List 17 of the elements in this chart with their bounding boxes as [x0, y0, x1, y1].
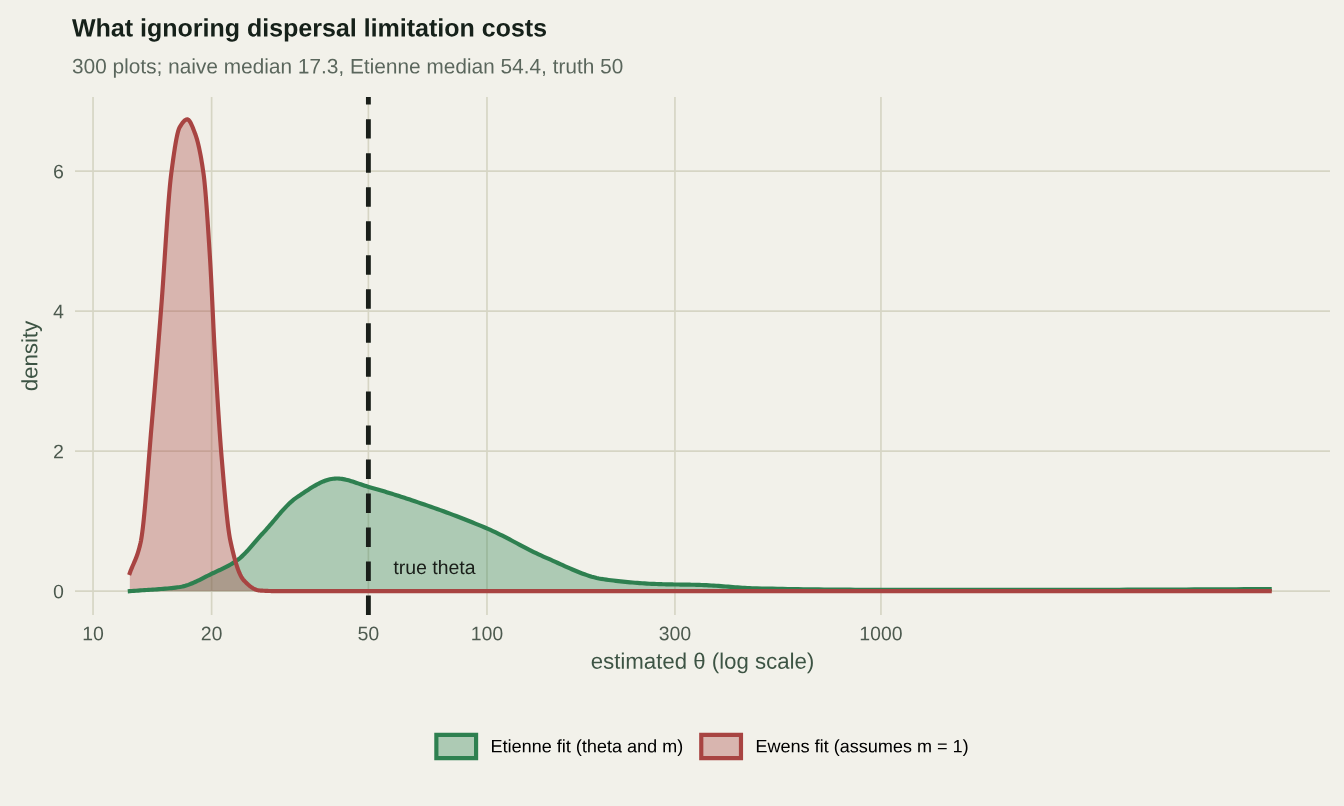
legend-label: Ewens fit (assumes m = 1) [756, 739, 968, 757]
x-tick-label: 10 [83, 626, 104, 641]
x-tick-label: 50 [358, 626, 379, 641]
x-axis-title: estimated θ (log scale) [591, 652, 813, 674]
legend-label: Etienne fit (theta and m) [492, 739, 683, 757]
x-tick-label: 300 [659, 626, 691, 641]
y-axis-title: density [21, 320, 42, 391]
y-tick-label: 4 [53, 304, 64, 319]
x-tick-label: 20 [201, 626, 222, 641]
x-tick-label: 1000 [860, 626, 902, 641]
x-tick-label: 100 [472, 626, 503, 641]
y-tick-label: 2 [54, 444, 63, 459]
y-tick-label: 0 [53, 584, 64, 599]
chart-subtitle: 300 plots; naive median 17.3, Etienne median 54.4, truth 50 [72, 58, 623, 78]
y-tick-label: 6 [54, 164, 64, 179]
ref-line-label: true theta [393, 559, 476, 575]
chart-title: What ignoring dispersal limitation costs [72, 18, 547, 42]
